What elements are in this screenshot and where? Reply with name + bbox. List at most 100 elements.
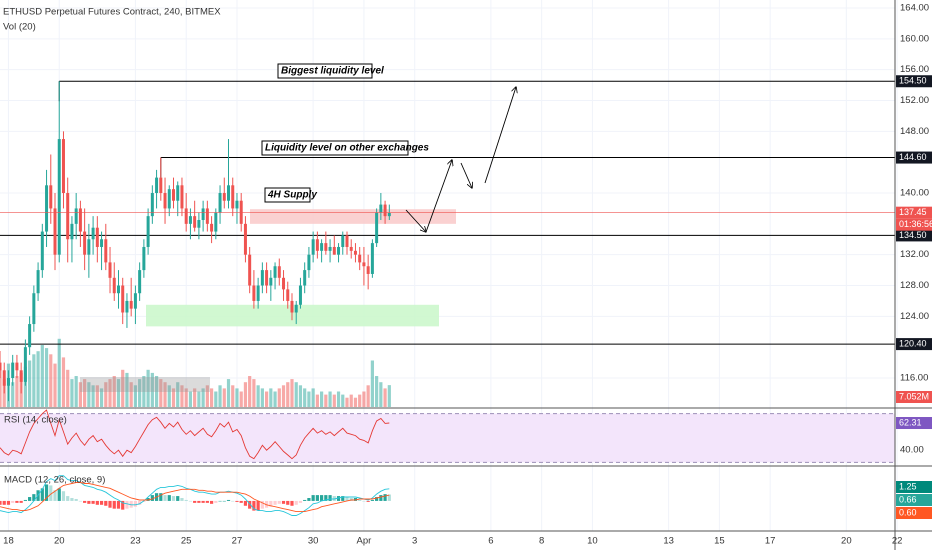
- candle-body: [277, 266, 281, 278]
- candle-body: [201, 208, 205, 220]
- candle-body: [83, 231, 87, 255]
- macd-histogram-bar: [328, 495, 332, 501]
- y-tick-label: 132.00: [900, 249, 929, 260]
- candle-body: [15, 362, 19, 371]
- candle-body: [222, 193, 226, 201]
- candle-body: [57, 139, 61, 255]
- candle-body: [45, 185, 49, 232]
- macd-histogram-bar: [260, 500, 264, 509]
- volume-bar: [252, 379, 256, 407]
- candle-body: [142, 246, 146, 271]
- volume-bar: [218, 385, 222, 407]
- annotation-box: [264, 187, 311, 203]
- level-tag-bg: [896, 75, 932, 88]
- candle-body: [320, 243, 324, 251]
- candle-body: [70, 223, 74, 240]
- volume-bar: [70, 379, 74, 407]
- candle-body: [36, 270, 40, 294]
- candle-body: [193, 216, 197, 228]
- countdown-tag-bg: [896, 218, 932, 231]
- overlay-box: [80, 377, 210, 392]
- volume-bar: [163, 382, 167, 407]
- volume-bar: [121, 369, 125, 407]
- macd-histogram-bar: [277, 500, 281, 504]
- volume-bar: [40, 345, 44, 407]
- macd-histogram-bar: [349, 498, 353, 501]
- zone: [250, 209, 456, 224]
- volume-bar: [23, 366, 27, 407]
- x-tick-label: 17: [765, 536, 776, 547]
- rsi-line: [0, 409, 390, 460]
- candle-body: [121, 285, 125, 313]
- countdown-tag: 01:36:56: [899, 219, 932, 229]
- macd-histogram-bar: [341, 496, 345, 501]
- candle-body: [375, 212, 379, 244]
- macd-histogram-bar: [49, 485, 53, 501]
- candle-body: [138, 270, 142, 294]
- macd-histogram-bar: [332, 496, 336, 501]
- macd-tag: 1.25: [899, 481, 917, 491]
- x-tick-label: 30: [308, 536, 319, 547]
- candle-body: [112, 277, 116, 294]
- candle-body: [104, 239, 108, 263]
- arrow: [425, 160, 452, 233]
- volume-bar: [290, 379, 294, 407]
- volume-bar: [104, 382, 108, 407]
- volume-bar: [36, 351, 40, 407]
- macd-histogram-bar: [146, 498, 150, 501]
- macd-histogram-bar: [201, 500, 205, 503]
- volume-bar: [150, 372, 154, 407]
- candle-body: [353, 250, 357, 255]
- volume-bar: [209, 388, 214, 407]
- candle-body: [2, 370, 6, 386]
- macd-histogram-bar: [2, 500, 6, 505]
- macd-histogram-bar: [99, 500, 104, 505]
- macd-histogram-bar: [184, 499, 188, 501]
- level-tag-bg: [896, 229, 932, 242]
- last-price-tag: 137.45: [899, 207, 927, 217]
- x-tick-label: 3: [412, 536, 417, 547]
- macd-histogram-bar: [252, 500, 256, 511]
- volume-bar: [349, 394, 353, 407]
- volume-bar: [307, 391, 311, 407]
- volume-bar: [387, 385, 391, 407]
- signal-tag-bg: [896, 507, 932, 519]
- candle-body: [163, 193, 167, 209]
- volume-bar: [303, 388, 307, 407]
- macd-histogram-bar: [209, 500, 214, 504]
- macd-histogram-bar: [366, 500, 370, 502]
- volume-bar: [171, 388, 176, 407]
- volume-bar: [32, 354, 36, 407]
- macd-histogram-bar: [167, 495, 171, 501]
- volume-bar: [341, 394, 345, 407]
- candle-body: [188, 216, 192, 224]
- volume-bar: [286, 382, 290, 407]
- volume-bar: [273, 391, 277, 407]
- volume-bar: [358, 394, 362, 407]
- volume-bar: [362, 391, 366, 407]
- x-tick-label: 6: [488, 536, 493, 547]
- macd-histogram-bar: [362, 500, 366, 502]
- candle-body: [53, 208, 57, 255]
- macd-histogram-bar: [44, 484, 49, 501]
- volume-bar: [239, 391, 243, 407]
- macd-histogram-bar: [239, 500, 243, 503]
- volume-bar: [281, 385, 286, 407]
- volume-bar: [332, 394, 336, 407]
- candle-body: [366, 266, 370, 274]
- macd-histogram-bar: [286, 500, 290, 505]
- y-tick-label: 140.00: [900, 188, 929, 199]
- volume-bar: [91, 385, 95, 407]
- candle-body: [159, 177, 163, 194]
- macd-histogram-bar: [95, 500, 99, 505]
- candle-body: [167, 189, 171, 209]
- candle-body: [78, 208, 82, 232]
- volume-bar: [201, 388, 205, 407]
- macd-histogram-bar: [320, 495, 324, 501]
- volume-bar: [188, 391, 193, 407]
- macd-histogram-bar: [298, 500, 303, 503]
- macd-histogram-bar: [324, 495, 328, 501]
- signal-line: [0, 482, 390, 513]
- volume-bar: [345, 397, 349, 407]
- macd-histogram-bar: [138, 500, 142, 505]
